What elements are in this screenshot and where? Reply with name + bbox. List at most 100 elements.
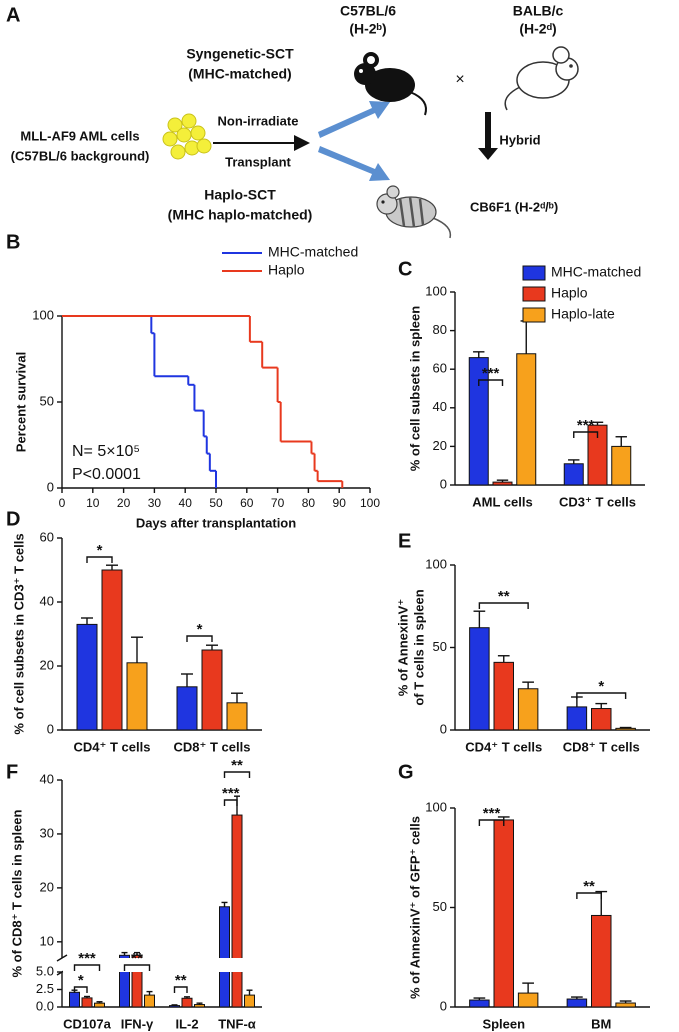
x-axis-label: Days after transplantation xyxy=(136,515,296,530)
cross-symbol: × xyxy=(455,71,464,88)
significance-label: * xyxy=(97,542,103,559)
x-tick-label: 40 xyxy=(179,496,193,510)
significance-label: *** xyxy=(222,785,240,802)
mouse-gray xyxy=(376,185,452,239)
bar xyxy=(181,997,193,1008)
annotation: N= 5×10⁵ xyxy=(72,443,140,460)
bar xyxy=(566,998,588,1008)
bar xyxy=(493,819,514,1008)
y-axis-label: % of CD8⁺ T cells in spleen xyxy=(9,809,24,977)
x-tick-label: 80 xyxy=(302,496,316,510)
bar xyxy=(468,357,489,486)
significance-bracket xyxy=(576,692,627,699)
x-tick-label: 0 xyxy=(59,496,66,510)
legend-label: Haplo xyxy=(268,262,305,278)
x-tick-label: 100 xyxy=(360,496,380,510)
y-tick-label: 100 xyxy=(425,556,447,571)
y-tick-label: 0 xyxy=(47,721,54,736)
significance-bracket xyxy=(73,986,88,993)
panel-label: B xyxy=(6,231,20,253)
y-tick-label: 50 xyxy=(40,393,54,408)
diagram: A C57BL/6 (H-2ᵇ) BALB/c (H-2ᵈ) Syngeneti… xyxy=(6,3,579,239)
significance-label: ** xyxy=(175,972,187,989)
bar xyxy=(231,814,243,1008)
axis-break-mark xyxy=(56,954,68,962)
x-tick-label: CD107a xyxy=(63,1016,111,1031)
y-tick-label: 100 xyxy=(425,283,447,298)
y-tick-label: 60 xyxy=(433,361,447,376)
y-tick-label: 0.0 xyxy=(36,998,54,1013)
y-axis-label: of T cells in spleen xyxy=(411,589,426,705)
significance-bracket xyxy=(478,819,505,826)
x-tick-label: 30 xyxy=(148,496,162,510)
x-tick-label: CD4⁺ T cells xyxy=(74,739,151,754)
bar xyxy=(81,997,93,1008)
haplotype-label: (H-2ᵇ) xyxy=(349,21,386,37)
y-tick-label: 20 xyxy=(40,879,54,894)
bar xyxy=(94,1002,105,1008)
significance-label: *** xyxy=(577,417,595,434)
x-tick-label: CD8⁺ T cells xyxy=(563,739,640,754)
cells-icon xyxy=(162,113,212,160)
y-tick-label: 40 xyxy=(433,399,447,414)
significance-bracket xyxy=(86,556,113,563)
y-tick-label: 30 xyxy=(40,825,54,840)
legend-label: Haplo xyxy=(551,285,588,301)
significance-bracket xyxy=(223,799,238,806)
y-axis-label: % of cell subsets in CD3⁺ T cells xyxy=(11,533,26,734)
axis-break xyxy=(63,958,263,972)
x-tick-label: 90 xyxy=(333,496,347,510)
mouse-white xyxy=(504,46,579,111)
significance-label: * xyxy=(598,678,604,695)
x-tick-label: 20 xyxy=(117,496,131,510)
cells-label: (C57BL/6 background) xyxy=(11,148,150,163)
scheme-subtitle: (MHC haplo-matched) xyxy=(168,207,313,223)
bar xyxy=(244,994,255,1008)
y-axis-label: Percent survival xyxy=(13,352,28,452)
bar xyxy=(492,481,513,486)
y-tick-label: 5.0 xyxy=(36,963,54,978)
significance-label: *** xyxy=(78,950,96,967)
significance-bracket xyxy=(73,964,101,971)
y-tick-label: 60 xyxy=(40,529,54,544)
haplotype-label: (H-2ᵈ) xyxy=(519,21,556,37)
legend-label: MHC-matched xyxy=(551,264,641,280)
bar xyxy=(587,424,608,486)
legend-label: Haplo-late xyxy=(551,306,615,322)
significance-label: * xyxy=(78,972,84,989)
significance-label: *** xyxy=(483,805,501,822)
y-tick-label: 0 xyxy=(440,476,447,491)
bar xyxy=(517,992,539,1008)
bar xyxy=(169,1005,180,1008)
legend-swatch xyxy=(522,307,546,323)
bar xyxy=(176,686,198,731)
bar xyxy=(615,727,636,731)
y-tick-label: 40 xyxy=(40,771,54,786)
x-tick-label: IFN-γ xyxy=(121,1016,154,1031)
significance-bracket xyxy=(223,771,251,778)
significance-bracket xyxy=(173,986,188,993)
panel-label: F xyxy=(6,761,18,783)
bar xyxy=(76,623,98,731)
y-axis-label: % of AnnexinV⁺ of GFP⁺ cells xyxy=(407,816,422,999)
arrow xyxy=(318,101,390,138)
x-tick-label: Spleen xyxy=(482,1016,525,1031)
x-tick-label: 10 xyxy=(86,496,100,510)
y-tick-label: 10 xyxy=(40,933,54,948)
bar xyxy=(69,991,80,1008)
x-tick-label: CD8⁺ T cells xyxy=(174,739,251,754)
x-tick-label: AML cells xyxy=(472,494,532,509)
strain-label: C57BL/6 xyxy=(340,3,396,19)
legend-label: MHC-matched xyxy=(268,244,358,260)
panel-label: E xyxy=(398,530,411,552)
y-axis-label: % of cell subsets in spleen xyxy=(407,306,422,471)
bar xyxy=(101,569,123,731)
annotation: P<0.0001 xyxy=(72,466,141,483)
bar xyxy=(615,1002,636,1008)
bar xyxy=(517,688,539,731)
significance-bracket xyxy=(478,379,504,386)
y-tick-label: 100 xyxy=(32,307,54,322)
significance-bracket xyxy=(573,431,599,438)
bar xyxy=(131,954,143,1008)
bar xyxy=(591,914,612,1008)
